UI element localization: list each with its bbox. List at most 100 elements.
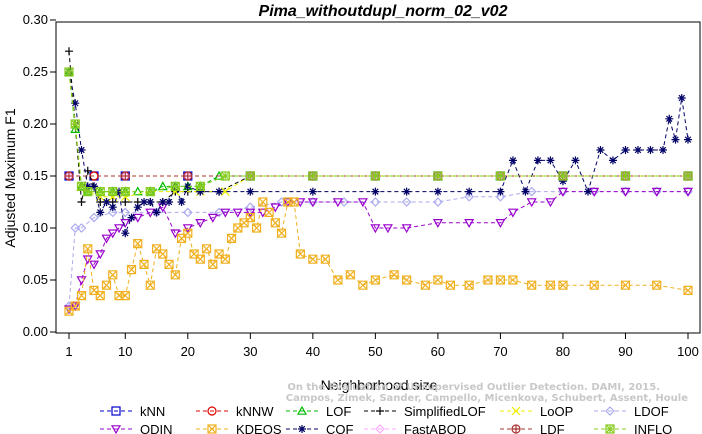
data-point xyxy=(621,146,630,154)
data-point xyxy=(376,407,384,415)
data-point xyxy=(533,156,542,165)
data-point xyxy=(589,280,599,290)
data-point xyxy=(276,228,287,238)
data-point xyxy=(433,187,442,196)
data-point xyxy=(133,203,142,212)
data-point xyxy=(70,119,80,129)
data-point xyxy=(170,181,180,191)
data-point xyxy=(64,67,74,77)
data-point xyxy=(121,198,130,206)
data-point xyxy=(89,212,99,223)
data-point xyxy=(140,198,149,206)
series-LoOP xyxy=(64,67,693,202)
data-point xyxy=(107,207,118,218)
data-point xyxy=(220,208,231,218)
data-point xyxy=(196,187,205,196)
data-point xyxy=(264,207,274,217)
data-point xyxy=(83,244,93,254)
data-point xyxy=(245,213,255,223)
data-point xyxy=(495,275,506,285)
data-point xyxy=(207,406,217,416)
data-point xyxy=(220,254,230,264)
x-tick-label: 50 xyxy=(368,344,382,359)
data-point xyxy=(120,187,130,197)
data-point xyxy=(665,114,674,123)
data-point xyxy=(370,224,381,234)
data-point xyxy=(270,203,281,213)
series-line xyxy=(68,51,688,203)
data-point xyxy=(508,275,518,285)
data-point xyxy=(95,250,106,260)
data-point xyxy=(110,425,122,434)
data-point xyxy=(308,187,317,196)
data-point xyxy=(145,280,155,290)
legend-label: LDOF xyxy=(634,404,669,419)
data-point xyxy=(526,186,537,197)
data-point xyxy=(526,198,537,208)
legend-label: LoOP xyxy=(540,404,573,419)
data-point xyxy=(464,280,474,290)
data-point xyxy=(139,259,149,269)
data-point xyxy=(152,208,161,217)
legend-label: KDEOS xyxy=(236,422,282,434)
data-point xyxy=(289,197,299,207)
data-point xyxy=(545,198,556,208)
data-point xyxy=(220,187,230,197)
series-COF xyxy=(65,68,692,238)
data-point xyxy=(296,405,308,415)
x-tick-label: 20 xyxy=(181,344,195,359)
data-point xyxy=(375,424,385,434)
data-point xyxy=(165,198,174,206)
series-SimplifiedLOF xyxy=(65,47,692,206)
data-point xyxy=(558,171,568,181)
data-point xyxy=(245,202,256,213)
y-tick-label: 0.20 xyxy=(23,116,48,131)
data-point xyxy=(245,208,256,218)
data-point xyxy=(220,171,230,181)
data-point xyxy=(207,213,218,223)
data-point xyxy=(308,254,318,264)
data-point xyxy=(465,187,474,196)
x-tick-label: 1 xyxy=(65,344,72,359)
data-point xyxy=(201,244,212,254)
data-point xyxy=(158,198,167,206)
data-point xyxy=(401,224,412,234)
data-point xyxy=(70,223,81,233)
y-tick-label: 0.15 xyxy=(23,168,48,183)
series-LDOF xyxy=(64,186,693,311)
data-point xyxy=(146,198,155,206)
series-line xyxy=(68,71,689,236)
legend-item-SimplifiedLOF: SimplifiedLOF xyxy=(364,404,486,419)
data-point xyxy=(508,156,517,165)
data-point xyxy=(605,424,615,434)
data-point xyxy=(183,228,193,238)
data-point xyxy=(507,208,518,218)
data-point xyxy=(357,198,368,208)
legend-item-COF: COF xyxy=(286,422,354,434)
data-point xyxy=(120,171,130,181)
data-point xyxy=(527,280,537,290)
data-point xyxy=(270,218,280,228)
series-KDEOS xyxy=(64,197,693,316)
data-point xyxy=(596,146,605,154)
watermark-authors: Campos, Zimek, Sander, Campello, Micenko… xyxy=(286,393,688,404)
data-point xyxy=(620,187,631,197)
data-point xyxy=(195,254,205,264)
legend-item-ODIN: ODIN xyxy=(100,422,173,434)
data-point xyxy=(402,275,412,285)
data-point xyxy=(389,270,399,280)
data-point xyxy=(420,280,430,290)
legend-label: FastABOD xyxy=(404,422,466,434)
data-point xyxy=(83,182,92,191)
legend-item-LOF: LOF xyxy=(286,404,351,419)
data-point xyxy=(207,424,217,434)
data-point xyxy=(521,187,530,196)
y-tick-label: 0.00 xyxy=(23,324,48,339)
x-tick-label: 100 xyxy=(677,344,699,359)
data-point xyxy=(496,187,505,196)
data-point xyxy=(511,406,521,416)
data-point xyxy=(121,172,130,180)
data-point xyxy=(170,229,181,239)
data-point xyxy=(96,208,105,217)
data-point xyxy=(182,224,193,234)
